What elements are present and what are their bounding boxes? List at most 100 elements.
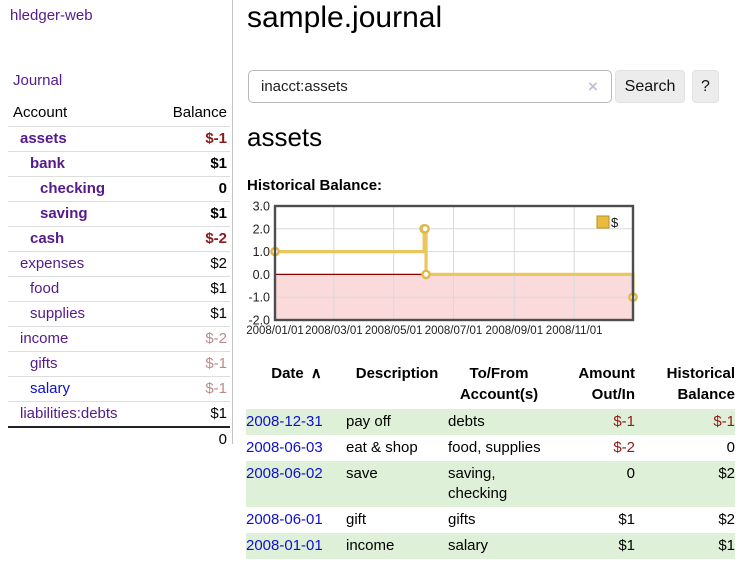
sidebar-account-row: liabilities:debts $1	[8, 401, 230, 427]
register-col-date[interactable]: Date ∧	[271, 365, 321, 382]
search-input[interactable]	[248, 70, 612, 103]
register-accounts-cell: debts	[448, 413, 485, 430]
sidebar-account-balance: $2	[149, 251, 230, 277]
sidebar-account-balance: $1	[149, 151, 230, 177]
sidebar-account-cell: cash	[8, 226, 150, 252]
sidebar-account-link[interactable]: food	[30, 280, 60, 297]
sidebar-item-journal[interactable]: Journal	[13, 72, 63, 89]
sidebar-account-balance: $1	[149, 401, 230, 427]
sidebar-account-cell: food	[8, 276, 150, 302]
register-row: 2008-01-01 income salary $1 $1	[246, 533, 735, 559]
register-row: 2008-06-01 gift gifts $1 $2	[246, 507, 735, 533]
transaction-date-link[interactable]: 2008-06-02	[246, 465, 323, 482]
register-accounts-cell: saving, checking	[448, 465, 508, 502]
brand-link[interactable]: hledger-web	[10, 7, 93, 24]
transaction-date-link[interactable]: 2008-12-31	[246, 413, 323, 430]
sidebar-account-cell: liabilities:debts	[8, 401, 150, 427]
register-balance-cell: $1	[718, 537, 735, 554]
transaction-date-link[interactable]: 2008-06-01	[246, 511, 323, 528]
register-description-cell: save	[346, 465, 378, 482]
register-accounts-cell: food, supplies	[448, 439, 541, 456]
sidebar-account-balance: $1	[149, 276, 230, 302]
sidebar-account-row: supplies $1	[8, 301, 230, 327]
svg-text:2008/07/01: 2008/07/01	[425, 325, 483, 337]
sidebar-account-cell: saving	[8, 201, 150, 227]
svg-text:1.0: 1.0	[253, 245, 270, 259]
sidebar-account-row: assets $-1	[8, 126, 230, 152]
sidebar-account-row: food $1	[8, 276, 230, 302]
sidebar-account-link[interactable]: salary	[30, 380, 71, 397]
register-row: 2008-06-03 eat & shop food, supplies $-2 0	[246, 435, 735, 461]
sidebar-accounts-table: Account Balance assets $-1 bank $1 checking 0…	[8, 100, 230, 452]
sidebar-account-link[interactable]: income	[20, 330, 69, 347]
accounts-total-row: 0	[8, 426, 230, 452]
register-col-historical-balance: Historical Balance	[666, 365, 735, 403]
svg-text:-2.0: -2.0	[248, 314, 270, 328]
sidebar-account-row: expenses $2	[8, 251, 230, 277]
svg-text:2008/09/01: 2008/09/01	[486, 325, 544, 337]
sidebar-account-cell: expenses	[8, 251, 150, 277]
transaction-date-link[interactable]: 2008-01-01	[246, 537, 323, 554]
register-balance-cell: $2	[718, 511, 735, 528]
register-col-description: Description	[355, 365, 439, 382]
register-amount-cell: $1	[618, 537, 635, 554]
clear-search-icon[interactable]: ×	[588, 77, 598, 96]
svg-text:2008/11/01: 2008/11/01	[546, 325, 603, 337]
register-date-cell: 2008-06-01	[246, 507, 346, 533]
sidebar-account-link[interactable]: expenses	[20, 255, 85, 272]
sidebar-account-link[interactable]: checking	[40, 180, 106, 197]
register-date-cell: 2008-06-03	[246, 435, 346, 461]
svg-text:$: $	[611, 215, 619, 230]
register-balance-cell: 0	[726, 439, 735, 456]
sidebar-account-balance: $-1	[149, 376, 230, 402]
svg-text:3.0: 3.0	[253, 201, 270, 214]
sidebar-account-cell: assets	[8, 126, 150, 152]
sidebar-account-row: saving $1	[8, 201, 230, 227]
search-button[interactable]: Search	[615, 70, 685, 103]
sidebar-account-cell: income	[8, 326, 150, 352]
sidebar-account-row: checking 0	[8, 176, 230, 202]
register-description-cell: eat & shop	[346, 439, 418, 456]
register-date-cell: 2008-06-02	[246, 461, 346, 507]
sidebar-account-balance: $-2	[149, 226, 230, 252]
sidebar-account-cell: bank	[8, 151, 150, 177]
sidebar-account-cell: checking	[8, 176, 150, 202]
register-date-cell: 2008-12-31	[246, 409, 346, 435]
register-balance-cell: $-1	[713, 413, 735, 430]
sidebar-account-link[interactable]: saving	[40, 205, 88, 222]
sidebar-account-balance: 0	[149, 176, 230, 202]
sidebar-account-link[interactable]: cash	[30, 230, 65, 247]
register-table: Date ∧ Description To/From Account(s) Amount…	[246, 361, 735, 559]
svg-text:0.0: 0.0	[253, 268, 270, 282]
accounts-col-balance: Balance	[172, 104, 227, 121]
sidebar-account-row: salary $-1	[8, 376, 230, 402]
sidebar-account-link[interactable]: bank	[30, 155, 66, 172]
sidebar-account-link[interactable]: gifts	[30, 355, 58, 372]
svg-text:-1.0: -1.0	[248, 291, 270, 305]
register-col-to-from-account-s: To/From Account(s)	[459, 365, 539, 403]
register-accounts-cell: gifts	[448, 511, 476, 528]
sidebar-account-balance: $1	[149, 201, 230, 227]
register-amount-cell: $-2	[613, 439, 635, 456]
register-amount-cell: 0	[626, 465, 635, 482]
sidebar-account-link[interactable]: assets	[20, 130, 67, 147]
historical-balance-chart: $3.0 2.0 1.0 0.0 -1.0 -2.0 2008/01/01 2008/03/0…	[244, 200, 644, 341]
register-col-amount-out-in: Amount Out/In	[578, 365, 635, 403]
sidebar-account-link[interactable]: supplies	[30, 305, 86, 322]
help-button[interactable]: ?	[692, 70, 719, 103]
chart-label: Historical Balance:	[247, 177, 383, 194]
register-date-cell: 2008-01-01	[246, 533, 346, 559]
register-row: 2008-12-31 pay off debts $-1 $-1	[246, 409, 735, 435]
register-description-cell: income	[346, 537, 395, 554]
register-accounts-cell: salary	[448, 537, 489, 554]
sidebar-account-balance: $-1	[149, 351, 230, 377]
sidebar-account-cell: supplies	[8, 301, 150, 327]
sidebar-account-balance: $-1	[149, 126, 230, 152]
sidebar-account-balance: $1	[149, 301, 230, 327]
transaction-date-link[interactable]: 2008-06-03	[246, 439, 323, 456]
sidebar-account-cell: salary	[8, 376, 150, 402]
register-description-cell: pay off	[346, 413, 391, 430]
sidebar-account-balance: $-2	[149, 326, 230, 352]
sidebar-account-link[interactable]: liabilities:debts	[20, 405, 118, 422]
